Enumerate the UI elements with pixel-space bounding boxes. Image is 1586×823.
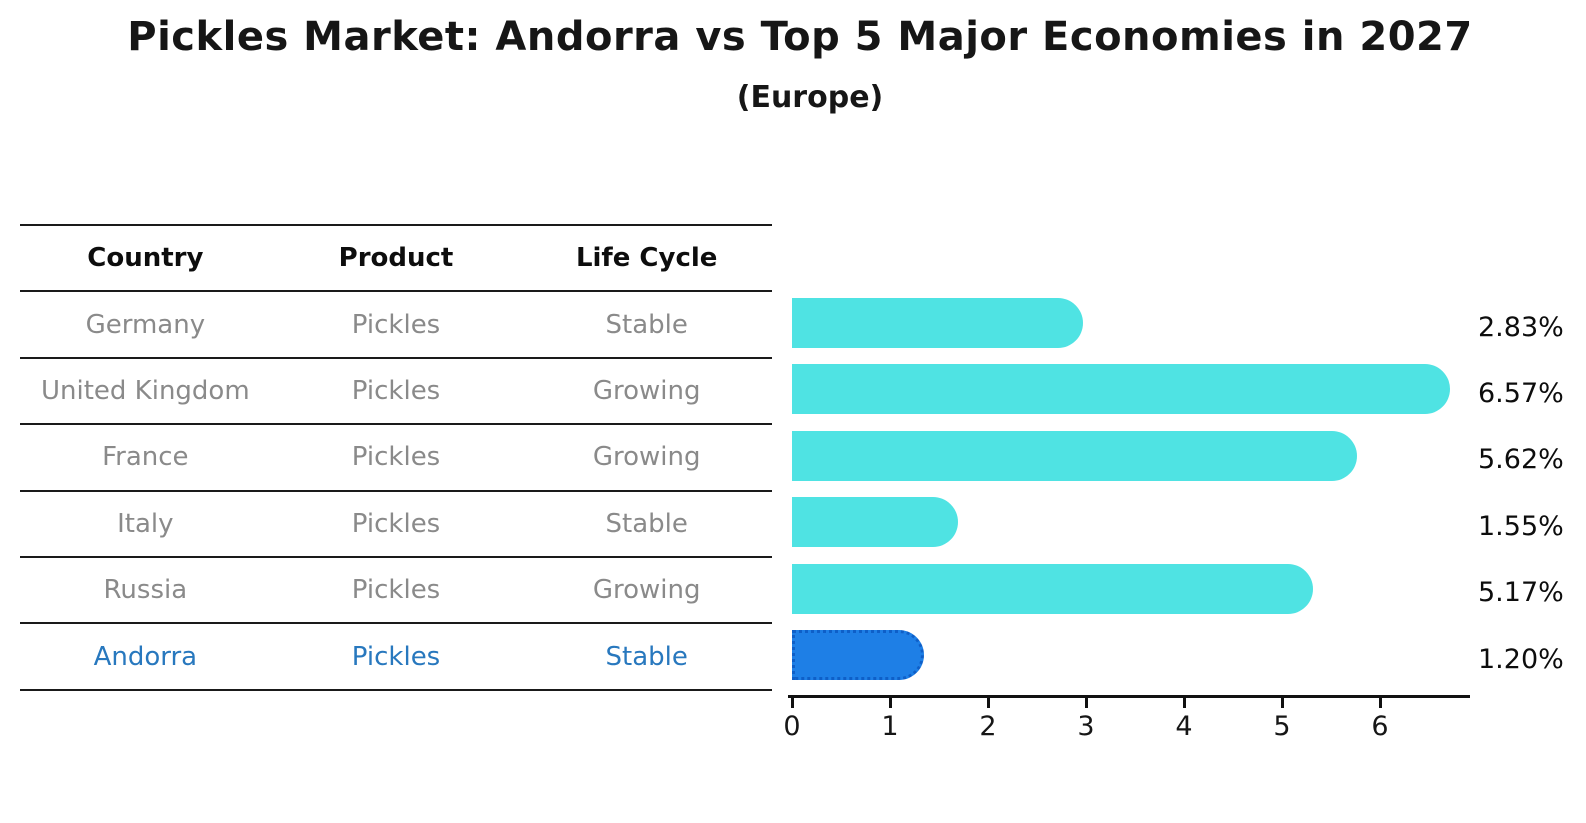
table-row-united-kingdom: United Kingdom Pickles Growing xyxy=(20,359,772,426)
value-label-andorra: 1.20% xyxy=(1478,643,1564,675)
cell-country: Andorra xyxy=(93,641,198,672)
cell-country: Russia xyxy=(103,575,188,606)
x-tick-label-6: 6 xyxy=(1371,711,1389,742)
x-tick-label-3: 3 xyxy=(1077,711,1095,742)
bar-united-kingdom xyxy=(792,364,1450,415)
cell-life-cycle: Growing xyxy=(592,442,701,473)
header-product: Product xyxy=(338,243,454,274)
cell-product: Pickles xyxy=(351,309,441,340)
cell-country: Germany xyxy=(85,309,206,340)
cell-country: Italy xyxy=(117,508,174,539)
x-tick-0 xyxy=(791,698,794,708)
cell-country: France xyxy=(102,442,189,473)
bar-series xyxy=(792,290,1492,689)
table-header-row: Country Product Life Cycle xyxy=(20,226,772,293)
bar-andorra xyxy=(792,630,924,680)
table-row-russia: Russia Pickles Growing xyxy=(20,558,772,625)
header-life-cycle: Life Cycle xyxy=(575,243,718,274)
bar-france xyxy=(792,430,1357,481)
cell-country: United Kingdom xyxy=(40,375,250,406)
x-tick-label-2: 2 xyxy=(979,711,997,742)
chart-title: Pickles Market: Andorra vs Top 5 Major E… xyxy=(127,14,1473,60)
table-row-germany: Germany Pickles Stable xyxy=(20,292,772,359)
value-label-united-kingdom: 6.57% xyxy=(1478,378,1564,410)
x-tick-5 xyxy=(1281,698,1284,708)
bar-germany xyxy=(792,298,1084,348)
cell-product: Pickles xyxy=(351,575,441,606)
cell-product: Pickles xyxy=(351,508,441,539)
cell-life-cycle: Growing xyxy=(592,575,701,606)
cell-product: Pickles xyxy=(351,375,441,406)
cell-life-cycle: Stable xyxy=(605,641,688,672)
value-label-italy: 1.55% xyxy=(1478,510,1564,542)
x-tick-label-5: 5 xyxy=(1273,711,1291,742)
value-label-russia: 5.17% xyxy=(1478,577,1564,609)
header-country: Country xyxy=(87,243,204,274)
x-tick-label-1: 1 xyxy=(881,711,899,742)
x-tick-1 xyxy=(889,698,892,708)
cell-life-cycle: Stable xyxy=(605,508,688,539)
x-tick-3 xyxy=(1085,698,1088,708)
bar-russia xyxy=(792,563,1313,614)
x-tick-label-0: 0 xyxy=(783,711,801,742)
x-tick-2 xyxy=(987,698,990,708)
x-tick-4 xyxy=(1183,698,1186,708)
x-axis-line xyxy=(788,695,1470,698)
country-table: Country Product Life Cycle Germany Pickle… xyxy=(20,224,772,691)
table-body: Germany Pickles Stable United Kingdom Pickle… xyxy=(20,292,772,691)
x-tick-6 xyxy=(1379,698,1382,708)
cell-product: Pickles xyxy=(351,641,441,672)
value-label-germany: 2.83% xyxy=(1478,311,1564,343)
table-row-andorra: Andorra Pickles Stable xyxy=(20,624,772,691)
cell-product: Pickles xyxy=(351,442,441,473)
value-label-france: 5.62% xyxy=(1478,444,1564,476)
cell-life-cycle: Stable xyxy=(605,309,688,340)
table-row-france: France Pickles Growing xyxy=(20,425,772,492)
table-row-italy: Italy Pickles Stable xyxy=(20,492,772,558)
cell-life-cycle: Growing xyxy=(592,375,701,406)
bar-italy xyxy=(792,497,958,548)
chart-subtitle: (Europe) xyxy=(736,80,884,115)
x-tick-label-4: 4 xyxy=(1175,711,1193,742)
